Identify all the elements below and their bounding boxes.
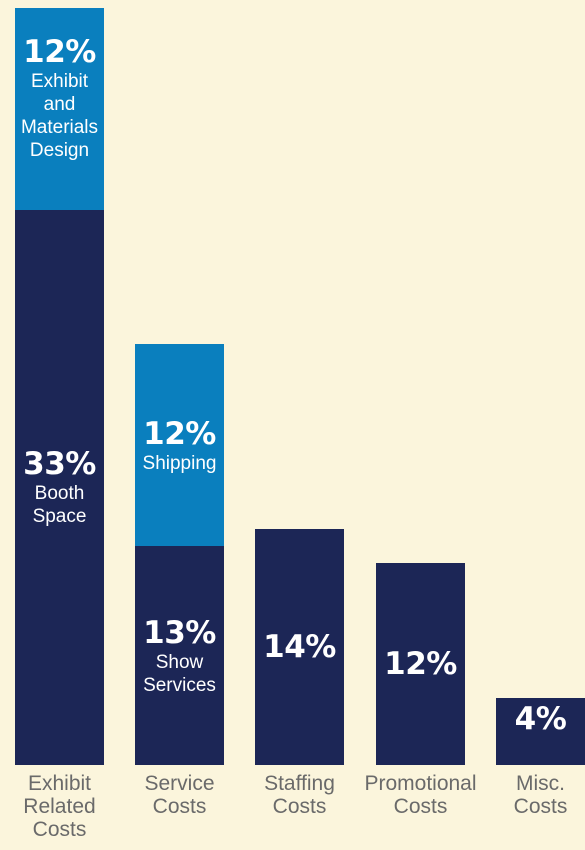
segment-sublabel: Show	[155, 651, 204, 673]
category-label: Misc. Costs	[513, 772, 568, 818]
data-label: 14%	[263, 629, 336, 666]
segment-label: 33% Booth Space	[15, 446, 104, 528]
segment-sublabel: Booth	[34, 483, 85, 505]
data-label: 33%	[23, 446, 96, 483]
segment-label: 13% Show Services	[135, 615, 224, 697]
segment-sublabel: and	[43, 94, 76, 115]
data-label: 4%	[514, 700, 567, 737]
bar-segment: 14%	[255, 529, 344, 765]
segment-sublabel: Exhibit	[30, 71, 89, 92]
segment-sublabel: Space	[32, 506, 87, 528]
category-label: Service Costs	[144, 772, 215, 818]
segment-label: 4%	[496, 701, 585, 737]
segment-label: 12% Exhibit and Materials Design	[15, 34, 104, 162]
bar-segment: 12% Shipping	[135, 344, 224, 547]
data-label: 12%	[143, 415, 216, 452]
bar-segment: 4%	[496, 697, 585, 765]
category-label: Staffing Costs	[264, 772, 335, 818]
bar-segment: 13% Show Services	[135, 546, 224, 765]
segment-sublabel: Materials	[20, 117, 99, 138]
segment-label: 14%	[255, 629, 344, 665]
data-label: 12%	[384, 646, 457, 683]
category-label: Exhibit Related Costs	[23, 772, 96, 841]
category-label: Promotional Costs	[364, 772, 477, 818]
data-label: 13%	[143, 614, 216, 651]
segment-sublabel: Design	[29, 140, 90, 161]
segment-label: 12%	[376, 646, 465, 682]
segment-label: 12% Shipping	[135, 416, 224, 475]
bar-segment: 12%	[376, 563, 465, 765]
segment-sublabel: Services	[143, 674, 216, 696]
segment-sublabel: Shipping	[142, 452, 217, 474]
data-label: 12%	[23, 34, 96, 70]
bar-segment: 12% Exhibit and Materials Design	[15, 8, 104, 210]
bar-segment: 33% Booth Space	[15, 209, 104, 765]
